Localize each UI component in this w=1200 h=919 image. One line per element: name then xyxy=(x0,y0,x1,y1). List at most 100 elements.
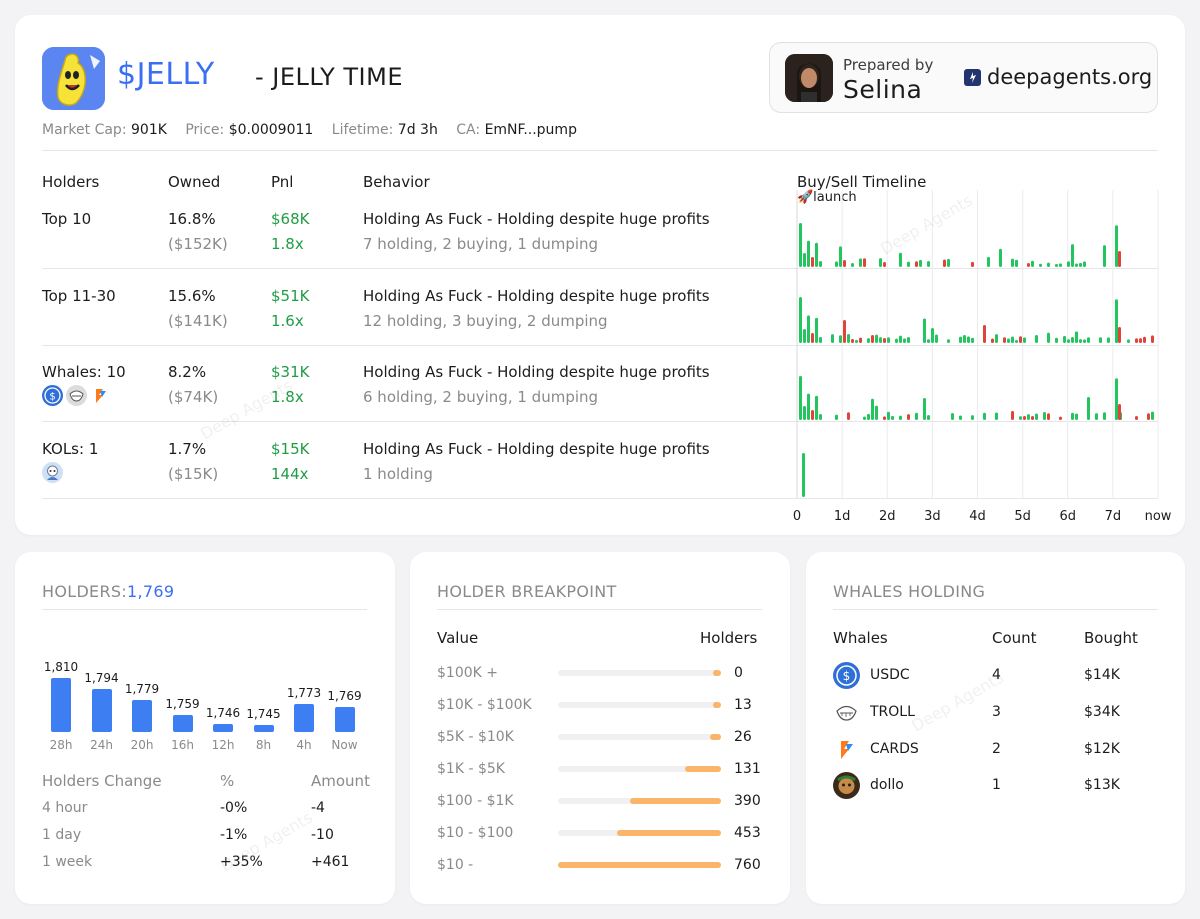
whale-usdc-name: USDC xyxy=(870,667,910,683)
timeline-buy-mark xyxy=(963,335,966,343)
lifetime-value: 7d 3h xyxy=(397,122,438,138)
timeline-sell-mark xyxy=(1147,413,1150,420)
holders-change-pct-header: % xyxy=(220,772,235,790)
timeline-buy-mark xyxy=(895,338,898,343)
timeline-sell-mark xyxy=(1143,336,1146,343)
row-top11-30-owned-usd: ($141K) xyxy=(168,312,228,330)
timeline-buy-mark xyxy=(947,339,950,343)
holders-title-label: HOLDERS: xyxy=(42,582,128,601)
timeline-buy-mark xyxy=(871,398,874,420)
timeline-buy-mark xyxy=(947,258,950,267)
row-kols-label: KOLs: 1 xyxy=(42,440,99,458)
breakpoint-track xyxy=(558,766,721,772)
holders-bar xyxy=(213,724,233,732)
holders-bar-value: 1,773 xyxy=(286,686,322,701)
breakpoint-title: HOLDER BREAKPOINT xyxy=(437,582,617,601)
timeline-buy-mark xyxy=(1035,334,1038,343)
timeline-sell-mark xyxy=(1151,335,1154,343)
timeline-buy-mark xyxy=(815,395,818,420)
change-1w-label: 1 week xyxy=(42,854,93,870)
dollo-icon xyxy=(833,772,860,799)
timeline-buy-mark xyxy=(923,318,926,343)
row-top10-detail: 7 holding, 2 buying, 1 dumping xyxy=(363,235,599,253)
timeline-sell-mark xyxy=(859,337,862,343)
breakpoint-count: 390 xyxy=(734,793,761,809)
timeline-sell-mark xyxy=(1059,416,1062,420)
jelly-logo xyxy=(42,47,105,110)
whale-usdc-count: 4 xyxy=(992,667,1001,683)
row-top10-multiple: 1.8x xyxy=(271,235,304,253)
row-top11-30-detail: 12 holding, 3 buying, 2 dumping xyxy=(363,312,608,330)
timeline-buy-mark xyxy=(1075,413,1078,420)
breakpoint-count: 760 xyxy=(734,857,761,873)
timeline-buy-mark xyxy=(799,223,802,267)
timeline-buy-mark xyxy=(867,338,870,343)
row-top10-owned: 16.8% xyxy=(168,210,216,228)
breakpoint-range: $5K - $10K xyxy=(437,729,514,745)
timeline-buy-mark xyxy=(867,413,870,420)
timeline-sell-mark xyxy=(883,338,886,343)
row-whales-multiple: 1.8x xyxy=(271,388,304,406)
timeline-buy-mark xyxy=(935,334,938,343)
holders-bar-category: 8h xyxy=(255,738,272,752)
timeline-buy-mark xyxy=(847,334,850,343)
section-divider xyxy=(437,609,762,610)
timeline-sell-mark xyxy=(943,259,946,267)
ca-value[interactable]: EmNF...pump xyxy=(484,122,577,138)
timeline-buy-mark xyxy=(951,412,954,420)
holders-bar-value: 1,759 xyxy=(165,696,200,711)
timeline-buy-mark xyxy=(819,261,822,267)
row-top11-30-label: Top 11-30 xyxy=(42,287,116,305)
timeline-buy-mark xyxy=(1047,262,1050,267)
timeline-buy-mark xyxy=(931,328,934,343)
timeline-buy-mark xyxy=(907,261,910,267)
holders-bar xyxy=(91,689,112,732)
whale-dollo-name: dollo xyxy=(870,777,904,793)
timeline-buy-mark xyxy=(863,416,866,420)
timeline-tick-label: now xyxy=(1145,509,1172,524)
timeline-sell-mark xyxy=(847,412,850,420)
col-holders-header: Holders xyxy=(42,173,100,191)
timeline-sell-mark xyxy=(883,262,886,267)
brand-link[interactable]: deepagents.org xyxy=(987,65,1153,89)
row-kols-pnl: $15K xyxy=(271,440,310,458)
timeline-buy-mark xyxy=(1071,337,1074,343)
timeline-sell-mark xyxy=(871,335,874,343)
breakpoint-fill xyxy=(685,766,721,772)
holders-bar-value: 1,746 xyxy=(205,706,241,721)
timeline-tick-label: 7d xyxy=(1105,509,1122,524)
timeline-tick-label: 5d xyxy=(1014,509,1031,524)
timeline-buy-mark xyxy=(1115,378,1118,420)
holders-bar xyxy=(334,707,355,732)
prepared-by-box: Prepared by Selina deepagents.org xyxy=(769,42,1158,113)
whale-troll-count: 3 xyxy=(992,704,1001,720)
timeline-sell-mark xyxy=(843,320,846,343)
row-kols-owned: 1.7% xyxy=(168,440,207,458)
breakpoint-fill xyxy=(712,702,721,708)
timeline-buy-mark xyxy=(959,415,962,420)
holders-bar-value: 1,769 xyxy=(327,689,362,704)
timeline-buy-mark xyxy=(1087,337,1090,343)
timeline-buy-mark xyxy=(1083,261,1086,267)
holders-bar-category: Now xyxy=(331,738,358,752)
timeline-buy-mark xyxy=(1071,412,1074,420)
col-pnl-header: Pnl xyxy=(271,173,294,191)
row-kols-owned-usd: ($15K) xyxy=(168,465,219,483)
timeline-buy-mark xyxy=(1023,337,1026,343)
breakpoint-range: $1K - $5K xyxy=(437,761,505,777)
holders-bar-value: 1,779 xyxy=(124,682,160,697)
row-whales-owned-usd: ($74K) xyxy=(168,388,219,406)
breakpoint-count: 131 xyxy=(734,761,761,777)
timeline-sell-mark xyxy=(915,261,918,267)
breakpoint-fill xyxy=(558,862,721,868)
usdc-icon: $ xyxy=(833,662,860,689)
timeline-buy-mark xyxy=(1043,411,1046,420)
section-divider xyxy=(833,609,1158,610)
breakpoint-count: 26 xyxy=(734,729,752,745)
breakpoint-count: 13 xyxy=(734,697,752,713)
timeline-buy-mark xyxy=(803,253,806,267)
timeline-buy-mark xyxy=(851,263,854,267)
timeline-buy-mark xyxy=(807,240,810,267)
timeline-buy-mark xyxy=(971,415,974,420)
timeline-buy-mark xyxy=(1151,411,1154,420)
